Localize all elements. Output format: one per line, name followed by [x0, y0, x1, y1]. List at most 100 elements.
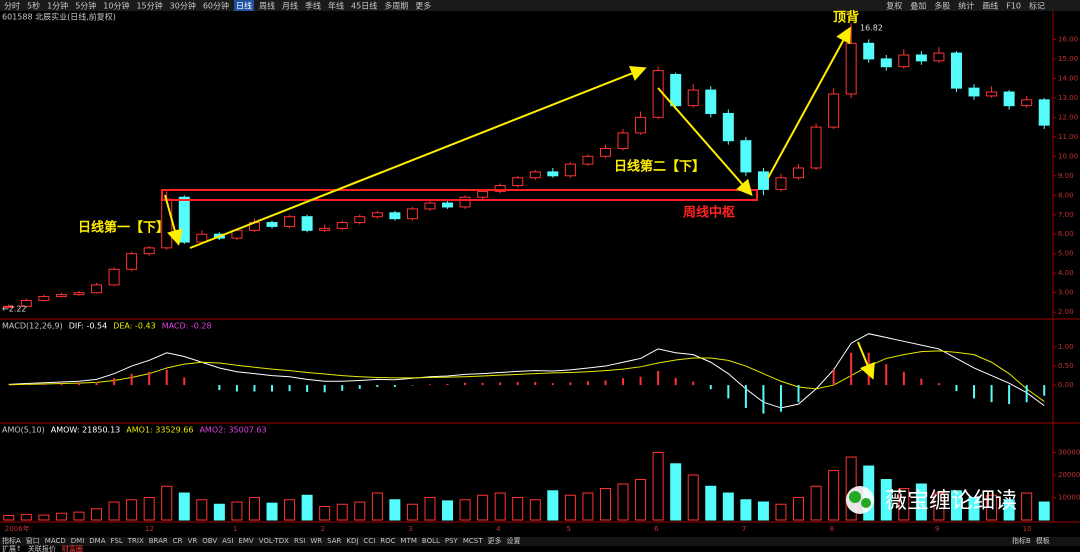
tab[interactable]: RSI — [294, 537, 305, 545]
candle-body — [3, 305, 15, 308]
volume-bar — [284, 499, 296, 521]
volume-bar — [757, 501, 769, 521]
candle-body — [915, 54, 927, 62]
volume-bar — [1038, 501, 1050, 521]
y-tick-label: 20000 — [1058, 471, 1080, 479]
candle-body — [863, 42, 875, 60]
candle-body — [617, 132, 629, 150]
volume-bar — [582, 492, 594, 521]
toolbar-item[interactable]: 45日线 — [351, 1, 377, 11]
volume-bar — [196, 499, 208, 521]
candle-body — [301, 216, 313, 231]
toolbar-item[interactable]: 5秒 — [27, 1, 40, 11]
candle-body — [529, 171, 541, 179]
tab[interactable]: WR — [310, 537, 322, 545]
toolbar-item[interactable]: 多周期 — [384, 1, 408, 11]
bottom-item[interactable]: 扩展↑ — [2, 544, 22, 552]
toolbar-item[interactable]: 多股 — [934, 1, 950, 11]
volume-bar — [319, 506, 331, 521]
tab[interactable]: ROC — [380, 537, 395, 545]
tab[interactable]: DMA — [89, 537, 105, 545]
candle-body — [512, 177, 524, 187]
toolbar: 分时 5秒 1分钟 5分钟 10分钟 15分钟 30分钟 60分钟 日线 周线 月线 季线 年线 45日线… — [4, 0, 1045, 11]
tab[interactable]: VR — [188, 537, 198, 545]
tab[interactable]: 窗口 — [26, 536, 40, 545]
tab[interactable]: 指标B — [1012, 536, 1031, 545]
toolbar-active — [234, 0, 255, 11]
toolbar-item[interactable]: F10 — [1006, 2, 1021, 11]
toolbar-item[interactable]: 年线 — [328, 1, 344, 11]
legend-entry: AMOW: 21850.13 — [51, 426, 121, 435]
tab[interactable]: 指标A — [2, 536, 21, 545]
tab[interactable]: VOL-TDX — [259, 537, 290, 545]
candle-body — [196, 233, 208, 243]
tab[interactable]: ASI — [222, 537, 233, 545]
toolbar-item[interactable]: 统计 — [958, 1, 974, 11]
volume-bar — [477, 494, 489, 521]
tabs-bg — [0, 537, 1080, 546]
tabs: 指标A 窗口 MACD DMI DMA FSL TRIX BRAR CR VR OBV ASI EMV V… — [2, 536, 1050, 552]
bottom-item[interactable]: 关联报价 — [28, 544, 56, 552]
y-tick-label: 2.00 — [1058, 308, 1074, 316]
tab[interactable]: PSY — [445, 537, 459, 545]
toolbar-item[interactable]: 月线 — [282, 1, 298, 11]
volume-bar — [617, 483, 629, 521]
toolbar-item[interactable]: 5分钟 — [75, 1, 96, 11]
tab[interactable]: CR — [173, 537, 183, 545]
tab[interactable]: 设置 — [507, 536, 521, 545]
tab[interactable]: SAR — [327, 537, 341, 545]
legend-entry: MACD: -0.28 — [162, 322, 212, 331]
toolbar-item[interactable]: 10分钟 — [103, 1, 129, 11]
toolbar-item[interactable]: 复权 — [886, 1, 902, 11]
toolbar-item[interactable]: 分时 — [4, 1, 20, 11]
candle-body — [793, 167, 805, 179]
x-tick-label: 10 — [1023, 525, 1032, 533]
plot: 2.003.004.005.006.007.008.009.0010.0011.… — [2, 23, 1080, 533]
candle-body — [424, 202, 436, 210]
tab[interactable]: BRAR — [149, 537, 168, 545]
toolbar-item[interactable]: 周线 — [259, 1, 275, 11]
tab[interactable]: DMI — [71, 537, 85, 545]
tab[interactable]: EMV — [238, 537, 253, 545]
toolbar-item[interactable]: 1分钟 — [47, 1, 68, 11]
tab[interactable]: MCST — [463, 537, 483, 545]
toolbar-item[interactable]: 叠加 — [910, 1, 926, 11]
toolbar-item[interactable]: 30分钟 — [170, 1, 196, 11]
volume-bar — [986, 494, 998, 521]
tab[interactable]: BOLL — [422, 537, 440, 545]
arrow — [657, 87, 753, 197]
tab[interactable]: FSL — [111, 537, 123, 545]
x-tick-label: 8 — [830, 525, 834, 533]
candle-body — [775, 177, 787, 190]
tab[interactable]: 模板 — [1036, 536, 1050, 545]
tab[interactable]: CCI — [363, 537, 375, 545]
toolbar-item[interactable]: 季线 — [305, 1, 321, 11]
toolbar-item[interactable]: 60分钟 — [203, 1, 229, 11]
volume-bar — [55, 512, 67, 521]
tab[interactable]: KDJ — [346, 537, 358, 545]
y-tick-label: 16.00 — [1058, 35, 1078, 43]
arrow — [164, 194, 183, 246]
toolbar-item[interactable]: 日线 — [236, 1, 252, 11]
bottom-item[interactable]: 财富圈 — [62, 544, 83, 552]
tab[interactable]: OBV — [202, 537, 217, 545]
toolbar-item[interactable]: 标记 — [1029, 1, 1045, 11]
candle-body — [740, 140, 752, 173]
tab[interactable]: TRIX — [127, 537, 144, 545]
candle-body — [38, 296, 50, 301]
volume-bar — [161, 485, 173, 521]
candle-body — [143, 247, 155, 255]
tab[interactable]: MTM — [401, 537, 417, 545]
tab[interactable]: 更多 — [488, 536, 502, 545]
toolbar-item[interactable]: 更多 — [415, 1, 431, 11]
volume-bar — [512, 497, 524, 521]
toolbar-item[interactable]: 画线 — [982, 1, 998, 11]
toolbar-item[interactable]: 15分钟 — [136, 1, 162, 11]
legend-entry: AMO(5,10) — [2, 426, 45, 435]
volume-bar — [38, 514, 50, 521]
candle-body — [968, 87, 980, 97]
volume-bar — [775, 503, 787, 521]
candle-body — [336, 222, 348, 229]
tab[interactable]: MACD — [45, 537, 66, 545]
